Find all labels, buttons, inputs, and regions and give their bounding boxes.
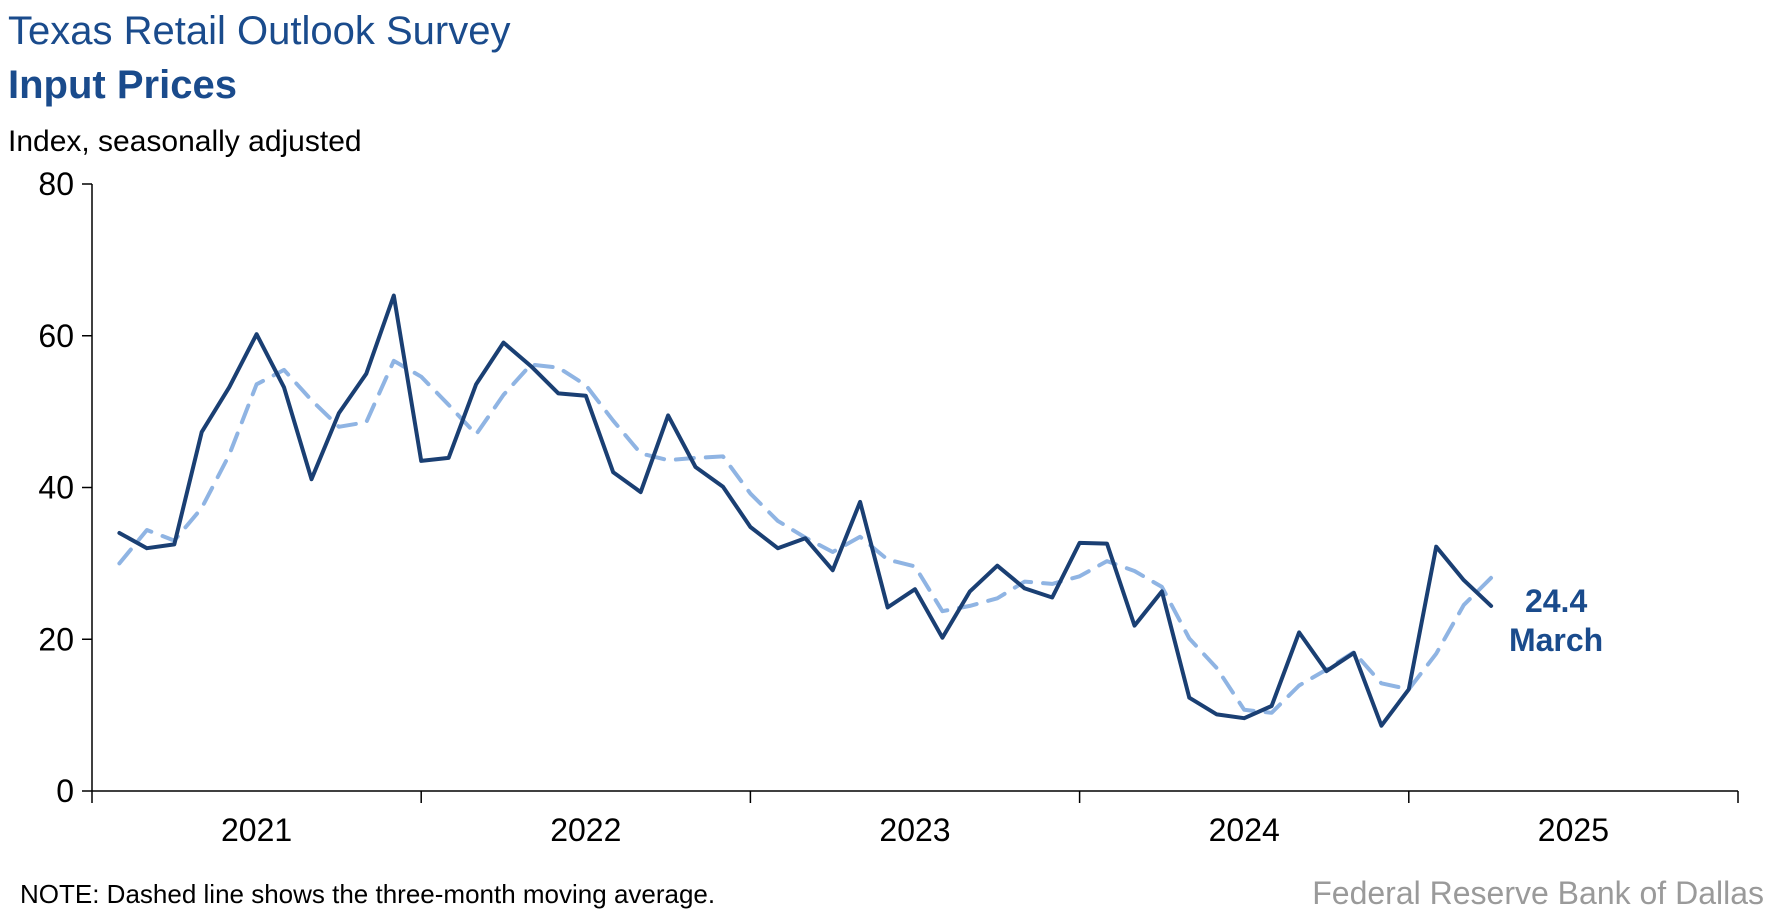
y-axis-label: Index, seasonally adjusted xyxy=(8,125,362,158)
x-tick-label: 2024 xyxy=(1209,812,1280,848)
y-tick-label: 20 xyxy=(38,621,74,657)
series-layer xyxy=(117,293,1494,728)
x-tick-label: 2022 xyxy=(550,812,621,848)
y-tick-label: 0 xyxy=(56,773,74,809)
source-credit: Federal Reserve Bank of Dallas xyxy=(1312,875,1764,911)
latest-value-label: 24.4 xyxy=(1525,583,1587,619)
y-tick-label: 60 xyxy=(38,318,74,354)
chart-title: Texas Retail Outlook Survey xyxy=(8,9,511,53)
footnote: NOTE: Dashed line shows the three-month … xyxy=(20,879,716,909)
x-tick-label: 2023 xyxy=(879,812,950,848)
axes: 0 20 40 60 80 2021 2022 2023 2024 2025 xyxy=(38,166,1739,848)
x-tick-label: 2025 xyxy=(1538,812,1609,848)
input-prices-line xyxy=(117,293,1494,728)
y-tick-label: 40 xyxy=(38,470,74,506)
latest-month-label: March xyxy=(1509,622,1603,658)
x-tick-label: 2021 xyxy=(221,812,292,848)
chart-subtitle: Input Prices xyxy=(8,63,237,107)
y-tick-label: 80 xyxy=(38,166,74,202)
